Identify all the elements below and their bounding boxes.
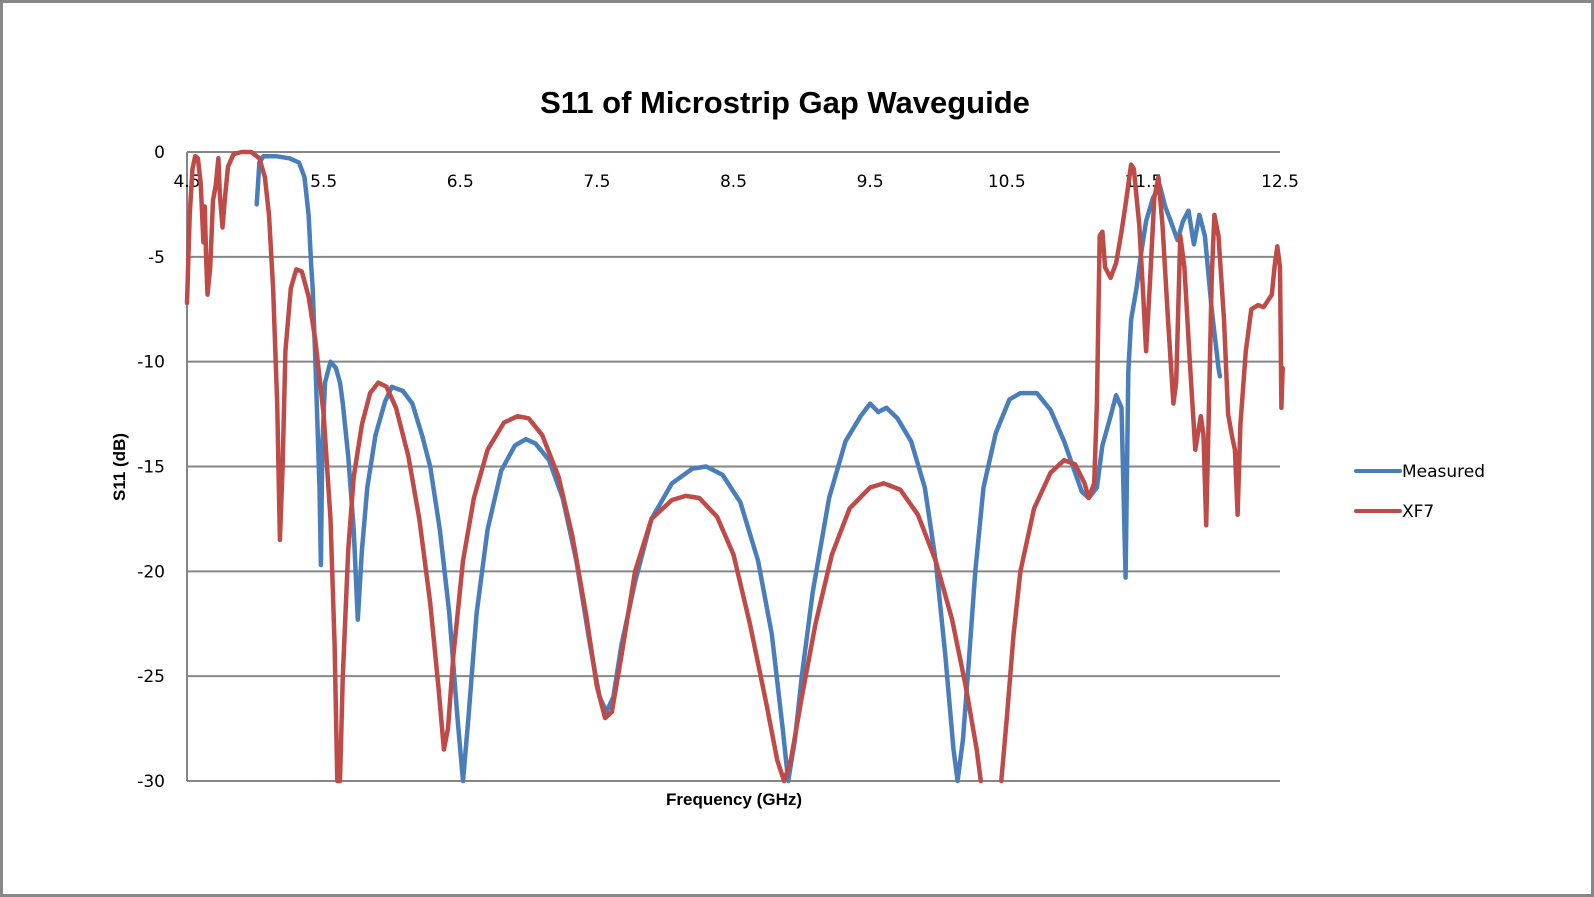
legend-label-xf7: XF7 [1402, 502, 1434, 522]
series-line-xf7 [184, 149, 984, 784]
y-tick-label: -5 [148, 248, 165, 268]
x-tick-label: 10.5 [988, 172, 1026, 192]
x-tick-label: 12.5 [1261, 172, 1299, 192]
x-tick-label: 5.5 [310, 172, 337, 192]
y-tick-label: -15 [137, 458, 165, 478]
y-axis-label: S11 (dB) [110, 433, 129, 501]
series-line-measured [254, 153, 1223, 784]
legend: Measured XF7 [1354, 462, 1485, 522]
x-tick-label: 9.5 [857, 172, 884, 192]
x-tick-label: 4.5 [173, 172, 200, 192]
legend-label-measured: Measured [1402, 462, 1485, 482]
y-tick-label: -30 [137, 772, 165, 792]
x-tick-label: 7.5 [583, 172, 610, 192]
x-tick-label: 6.5 [447, 172, 474, 192]
y-tick-label: -25 [137, 667, 165, 687]
x-axis-label: Frequency (GHz) [666, 790, 802, 809]
chart-title: S11 of Microstrip Gap Waveguide [540, 85, 1030, 120]
y-tick-label: -10 [137, 353, 165, 373]
y-tick-label: 0 [154, 143, 165, 163]
y-tick-labels: 0 -5 -10 -15 -20 -25 -30 [137, 143, 165, 792]
x-tick-label: 8.5 [720, 172, 747, 192]
series-group [184, 149, 1285, 784]
series-line-xf7-segment-2 [999, 162, 1285, 784]
y-tick-label: -20 [137, 562, 165, 582]
